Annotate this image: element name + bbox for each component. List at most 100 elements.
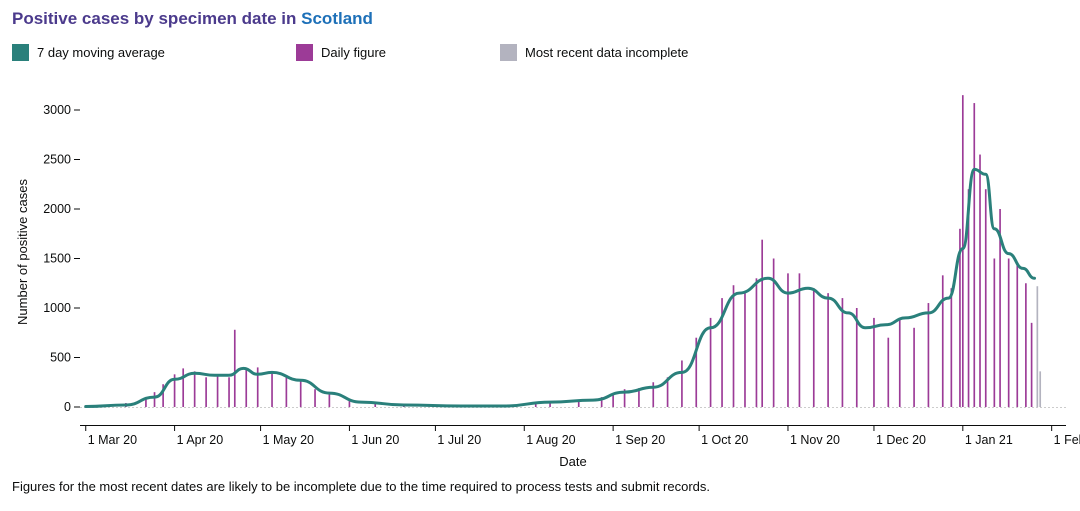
- daily-bar: [534, 403, 537, 407]
- title-prefix: Positive cases by specimen date in: [12, 9, 302, 28]
- x-tick-label: 1 Jun 20: [351, 433, 399, 447]
- daily-bar: [256, 367, 259, 407]
- x-tick-label: 1 May 20: [263, 433, 314, 447]
- daily-bar: [612, 395, 614, 407]
- daily-bar: [787, 273, 789, 407]
- daily-bar: [967, 189, 970, 407]
- daily-bar: [973, 103, 976, 407]
- daily-bar: [153, 392, 156, 407]
- footnote: Figures for the most recent dates are li…: [12, 479, 711, 494]
- daily-bar: [549, 401, 551, 407]
- daily-bar: [145, 398, 147, 407]
- daily-bar: [913, 327, 915, 407]
- legend-item-daily: Daily figure: [296, 44, 386, 61]
- legend-label-average: 7 day moving average: [37, 45, 165, 60]
- incomplete-bar: [1036, 286, 1039, 407]
- daily-bar: [623, 389, 626, 407]
- daily-bar: [855, 308, 858, 407]
- legend-swatch-incomplete: [500, 44, 517, 61]
- legend-item-average: 7 day moving average: [12, 44, 165, 61]
- daily-bar: [328, 394, 331, 407]
- daily-bar: [652, 382, 655, 407]
- legend-item-incomplete: Most recent data incomplete: [500, 44, 688, 61]
- daily-bar: [761, 239, 764, 407]
- x-tick-label: 1 Jan 21: [965, 433, 1013, 447]
- moving-average-line: [84, 167, 1036, 408]
- daily-bar: [666, 377, 669, 407]
- y-tick-label: 1000: [43, 301, 71, 315]
- daily-bar: [993, 258, 996, 407]
- daily-bar: [755, 278, 758, 407]
- legend-label-incomplete: Most recent data incomplete: [525, 45, 689, 60]
- title-place: Scotland: [301, 9, 373, 28]
- x-axis-title: Date: [559, 454, 586, 469]
- daily-bar: [314, 389, 316, 407]
- x-tick-label: 1 Nov 20: [790, 433, 840, 447]
- daily-bar: [1025, 283, 1027, 407]
- daily-bar: [374, 403, 377, 407]
- legend-swatch-daily: [296, 44, 313, 61]
- daily-bar: [961, 95, 964, 408]
- x-tick-label: 1 Apr 20: [177, 433, 224, 447]
- daily-bar: [979, 154, 981, 407]
- daily-bar: [841, 298, 844, 407]
- daily-bar: [959, 228, 961, 407]
- legend-swatch-average: [12, 44, 29, 61]
- y-axis-title: Number of positive cases: [15, 179, 30, 325]
- daily-bar: [927, 303, 930, 407]
- y-tick-label: 500: [50, 351, 71, 365]
- x-tick-label: 1 Feb 21: [1054, 433, 1080, 447]
- x-tick-label: 1 Oct 20: [701, 433, 748, 447]
- x-tick-label: 1 Aug 20: [526, 433, 575, 447]
- daily-bar: [162, 384, 164, 407]
- daily-bar: [1030, 322, 1033, 407]
- daily-bar: [999, 209, 1001, 407]
- y-tick-label: 2500: [43, 153, 71, 167]
- cases-chart: 0 500 1000 1500 2000 2500 3000 1 Mar 20 1 Apr 20…: [15, 95, 1080, 469]
- x-tick-label: 1 Jul 20: [437, 433, 481, 447]
- daily-bar: [709, 317, 712, 407]
- daily-bar: [173, 374, 176, 407]
- x-tick-label: 1 Mar 20: [88, 433, 137, 447]
- daily-bar: [228, 377, 230, 407]
- daily-bar: [1016, 263, 1019, 407]
- y-tick-label: 3000: [43, 103, 71, 117]
- daily-bar: [348, 401, 351, 407]
- daily-bar: [216, 375, 219, 407]
- daily-bar: [941, 275, 944, 407]
- daily-bar: [732, 285, 735, 407]
- daily-bar: [299, 381, 302, 407]
- y-tick-label: 2000: [43, 202, 71, 216]
- daily-bar: [721, 298, 723, 407]
- daily-bar: [577, 401, 580, 407]
- incomplete-bar: [1039, 371, 1042, 407]
- daily-bar: [681, 360, 683, 407]
- x-tick-label: 1 Dec 20: [876, 433, 926, 447]
- daily-bar: [205, 377, 207, 407]
- y-tick-label: 1500: [43, 252, 71, 266]
- daily-bar: [798, 273, 801, 407]
- daily-bar: [695, 337, 698, 407]
- legend-label-daily: Daily figure: [321, 45, 387, 60]
- daily-bar: [285, 376, 288, 407]
- daily-bar: [193, 371, 196, 407]
- chart-title: Positive cases by specimen date in Scotl…: [12, 9, 373, 29]
- x-tick-label: 1 Sep 20: [615, 433, 665, 447]
- daily-bar: [638, 388, 640, 407]
- daily-bar: [182, 368, 185, 407]
- daily-bar: [271, 371, 273, 407]
- legend: 7 day moving average Daily figure Most r…: [0, 44, 1080, 66]
- daily-bar: [812, 288, 815, 407]
- daily-bar: [898, 317, 901, 407]
- daily-bar: [233, 329, 236, 407]
- daily-bar: [245, 369, 248, 407]
- daily-bar: [950, 288, 953, 407]
- daily-bar: [984, 189, 987, 407]
- daily-bar: [744, 293, 746, 407]
- daily-bar: [873, 317, 875, 407]
- daily-bar: [600, 397, 603, 407]
- daily-bar: [772, 258, 775, 407]
- y-tick-label: 0: [64, 400, 71, 414]
- daily-bar: [1007, 258, 1010, 407]
- daily-bar: [827, 293, 829, 407]
